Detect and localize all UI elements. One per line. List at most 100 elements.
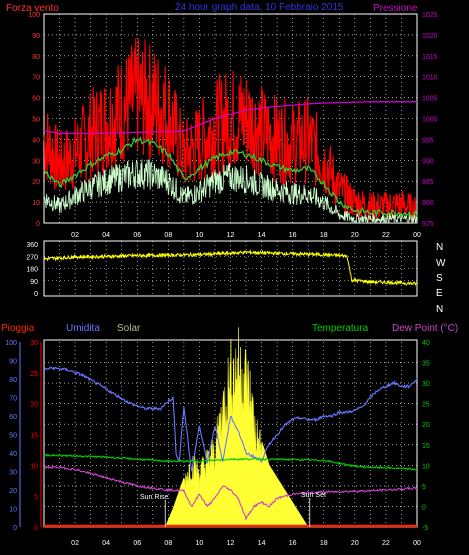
- wind-x-tick-label: 10: [196, 232, 204, 239]
- rain-tick-label: 15: [30, 433, 38, 440]
- humidity-tick-label: 90: [9, 359, 17, 366]
- humidity-tick-label: 100: [5, 340, 17, 347]
- temperature-tick-label: 25: [422, 402, 430, 409]
- wind-x-tick-label: 16: [289, 232, 297, 239]
- pressure-tick-label: 985: [422, 179, 434, 186]
- temperature-tick-label: 15: [422, 443, 430, 450]
- lower-x-tick-label: 02: [71, 540, 79, 547]
- pressure-tick-label: 980: [422, 200, 434, 207]
- wind-gust-line: [43, 38, 418, 223]
- humidity-label: Umidita: [66, 323, 100, 334]
- rain-label: Pioggia: [1, 323, 35, 334]
- pressure-line: [43, 101, 417, 135]
- wind-speed-line: [43, 159, 418, 224]
- wind-avg-line: [43, 136, 418, 218]
- dir-letter-e: E: [436, 288, 443, 299]
- direction-tick-label: 180: [26, 267, 38, 274]
- humidity-tick-label: 50: [9, 433, 17, 440]
- pressure-tick-label: 990: [422, 158, 434, 165]
- temperature-tick-label: 10: [422, 463, 430, 470]
- direction-tick-label: 360: [26, 242, 38, 249]
- wind-x-tick-label: 06: [133, 232, 141, 239]
- lower-x-tick-label: 06: [133, 540, 141, 547]
- temperature-tick-label: 20: [422, 422, 430, 429]
- lower-series: [43, 327, 418, 528]
- direction-tick-label: 0: [34, 291, 38, 298]
- wind-x-tick-label: 04: [102, 232, 110, 239]
- direction-tick-label: 270: [26, 254, 38, 261]
- lower-x-tick-label: 14: [258, 540, 266, 547]
- lower-x-tick-label: 16: [289, 540, 297, 547]
- dew-point-line: [43, 465, 418, 520]
- lower-x-tick-label: 22: [382, 540, 390, 547]
- wind-tick-label: 50: [32, 117, 40, 124]
- humidity-tick-label: 10: [9, 507, 17, 514]
- pressure-tick-label: 1025: [422, 12, 438, 19]
- wind-tick-label: 10: [32, 200, 40, 207]
- humidity-tick-label: 70: [9, 396, 17, 403]
- temperature-tick-label: 0: [422, 504, 426, 511]
- wind-tick-label: 0: [36, 221, 40, 228]
- temperature-label: Temperatura: [312, 323, 369, 334]
- lower-x-tick-label: 18: [320, 540, 328, 547]
- dew-point-label: Dew Point (°C): [392, 323, 458, 334]
- humidity-tick-label: 80: [9, 377, 17, 384]
- direction-tick-label: 90: [30, 279, 38, 286]
- humidity-tick-label: 60: [9, 414, 17, 421]
- sun-set-label: Sun Set: [301, 492, 326, 499]
- temperature-line: [43, 453, 418, 471]
- wind-speed-title: Forza vento: [6, 3, 59, 14]
- humidity-tick-label: 0: [13, 525, 17, 532]
- rain-tick-label: 30: [30, 340, 38, 347]
- humidity-tick-label: 40: [9, 451, 17, 458]
- rain-tick-label: 10: [30, 463, 38, 470]
- temperature-tick-label: 30: [422, 381, 430, 388]
- wind-tick-label: 40: [32, 137, 40, 144]
- pressure-tick-label: 1020: [422, 33, 438, 40]
- lower-x-tick-label: 08: [164, 540, 172, 547]
- humidity-line: [43, 366, 418, 472]
- pressure-tick-label: 975: [422, 221, 434, 228]
- rain-tick-label: 0: [34, 525, 38, 532]
- wind-series: [43, 38, 418, 224]
- humidity-tick-label: 30: [9, 470, 17, 477]
- temperature-tick-label: 5: [422, 484, 426, 491]
- pressure-tick-label: 1010: [422, 75, 438, 82]
- pressure-tick-label: 1005: [422, 96, 438, 103]
- wind-tick-label: 60: [32, 96, 40, 103]
- wind-x-tick-label: 18: [320, 232, 328, 239]
- wind-x-tick-label: 14: [258, 232, 266, 239]
- lower-x-tick-label: 10: [196, 540, 204, 547]
- wind-tick-label: 100: [28, 12, 40, 19]
- wind-x-tick-label: 02: [71, 232, 79, 239]
- rain-tick-label: 25: [30, 371, 38, 378]
- lower-x-tick-label: 12: [227, 540, 235, 547]
- wind-x-tick-label: 20: [351, 232, 359, 239]
- pressure-tick-label: 1015: [422, 54, 438, 61]
- temperature-tick-label: 40: [422, 340, 430, 347]
- lower-x-tick-label: 20: [351, 540, 359, 547]
- dir-letter-s: S: [436, 273, 443, 284]
- wind-x-tick-label: 08: [164, 232, 172, 239]
- lower-x-tick-label: 00: [413, 540, 421, 547]
- wind-tick-label: 80: [32, 54, 40, 61]
- humidity-tick-label: 20: [9, 488, 17, 495]
- rain-tick-label: 5: [34, 494, 38, 501]
- wind-direction-line: [43, 248, 418, 287]
- rain-tick-label: 20: [30, 402, 38, 409]
- sun-rise-label: Sun Rise: [140, 494, 169, 501]
- wind-x-tick-label: 22: [382, 232, 390, 239]
- dir-letter-n-top: N: [436, 242, 443, 253]
- wind-tick-label: 90: [32, 33, 40, 40]
- dir-letter-w: W: [436, 258, 446, 269]
- wind-tick-label: 70: [32, 75, 40, 82]
- pressure-tick-label: 1000: [422, 117, 438, 124]
- temperature-tick-label: 35: [422, 361, 430, 368]
- wind-tick-label: 30: [32, 158, 40, 165]
- direction-series: [43, 248, 418, 287]
- temperature-tick-label: -5: [422, 525, 428, 532]
- solar-label: Solar: [117, 323, 141, 334]
- wind-x-tick-label: 00: [413, 232, 421, 239]
